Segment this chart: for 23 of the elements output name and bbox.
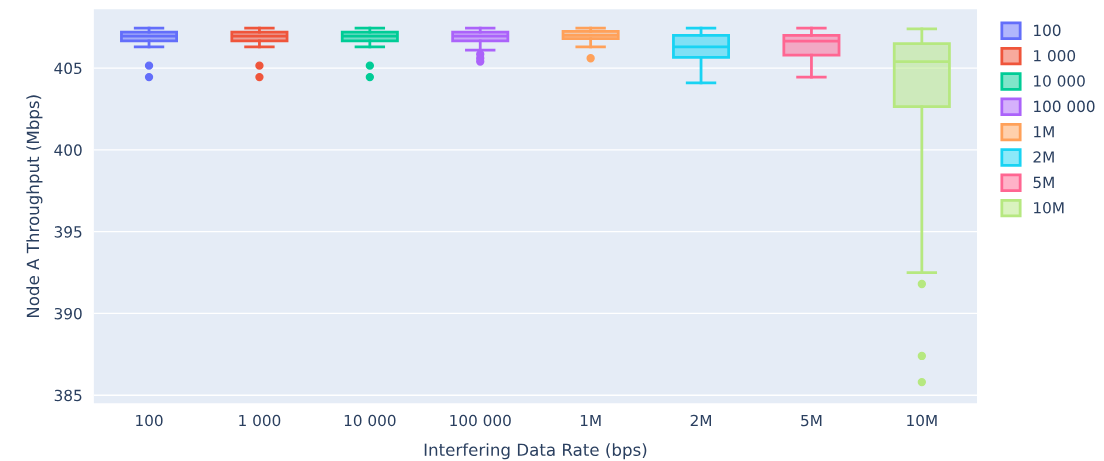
legend-label: 1M: [1034, 126, 1054, 138]
legend-label: 100: [1034, 24, 1061, 37]
x-tick-label: 100: [136, 414, 163, 427]
legend-label: 10M: [1034, 201, 1064, 214]
x-tick-label: 5M: [801, 414, 822, 427]
legend-label: 2M: [1033, 151, 1054, 163]
y-axis-title: Node A Throughput (Mbps): [26, 95, 43, 318]
x-tick-label: 100 000: [450, 414, 511, 427]
y-tick-label: 400: [54, 144, 82, 156]
legend-label: 5M: [1033, 176, 1054, 189]
y-tick-label: 405: [54, 62, 82, 75]
legend-label: 100 000: [1034, 100, 1095, 113]
x-tick-label: 10M: [907, 414, 937, 427]
x-tick-label: 1M: [580, 414, 601, 427]
legend-label: 10 000: [1034, 75, 1085, 87]
x-tick-label: 1 000: [239, 414, 281, 427]
y-tick-label: 395: [54, 226, 82, 238]
x-tick-label: 2M: [690, 414, 711, 427]
legend-label: 1 000: [1034, 49, 1076, 62]
x-axis-title: Interfering Data Rate (bps): [424, 443, 647, 460]
x-tick-label: 10 000: [344, 414, 396, 427]
y-tick-label: 390: [54, 307, 82, 320]
y-tick-label: 385: [54, 389, 82, 402]
